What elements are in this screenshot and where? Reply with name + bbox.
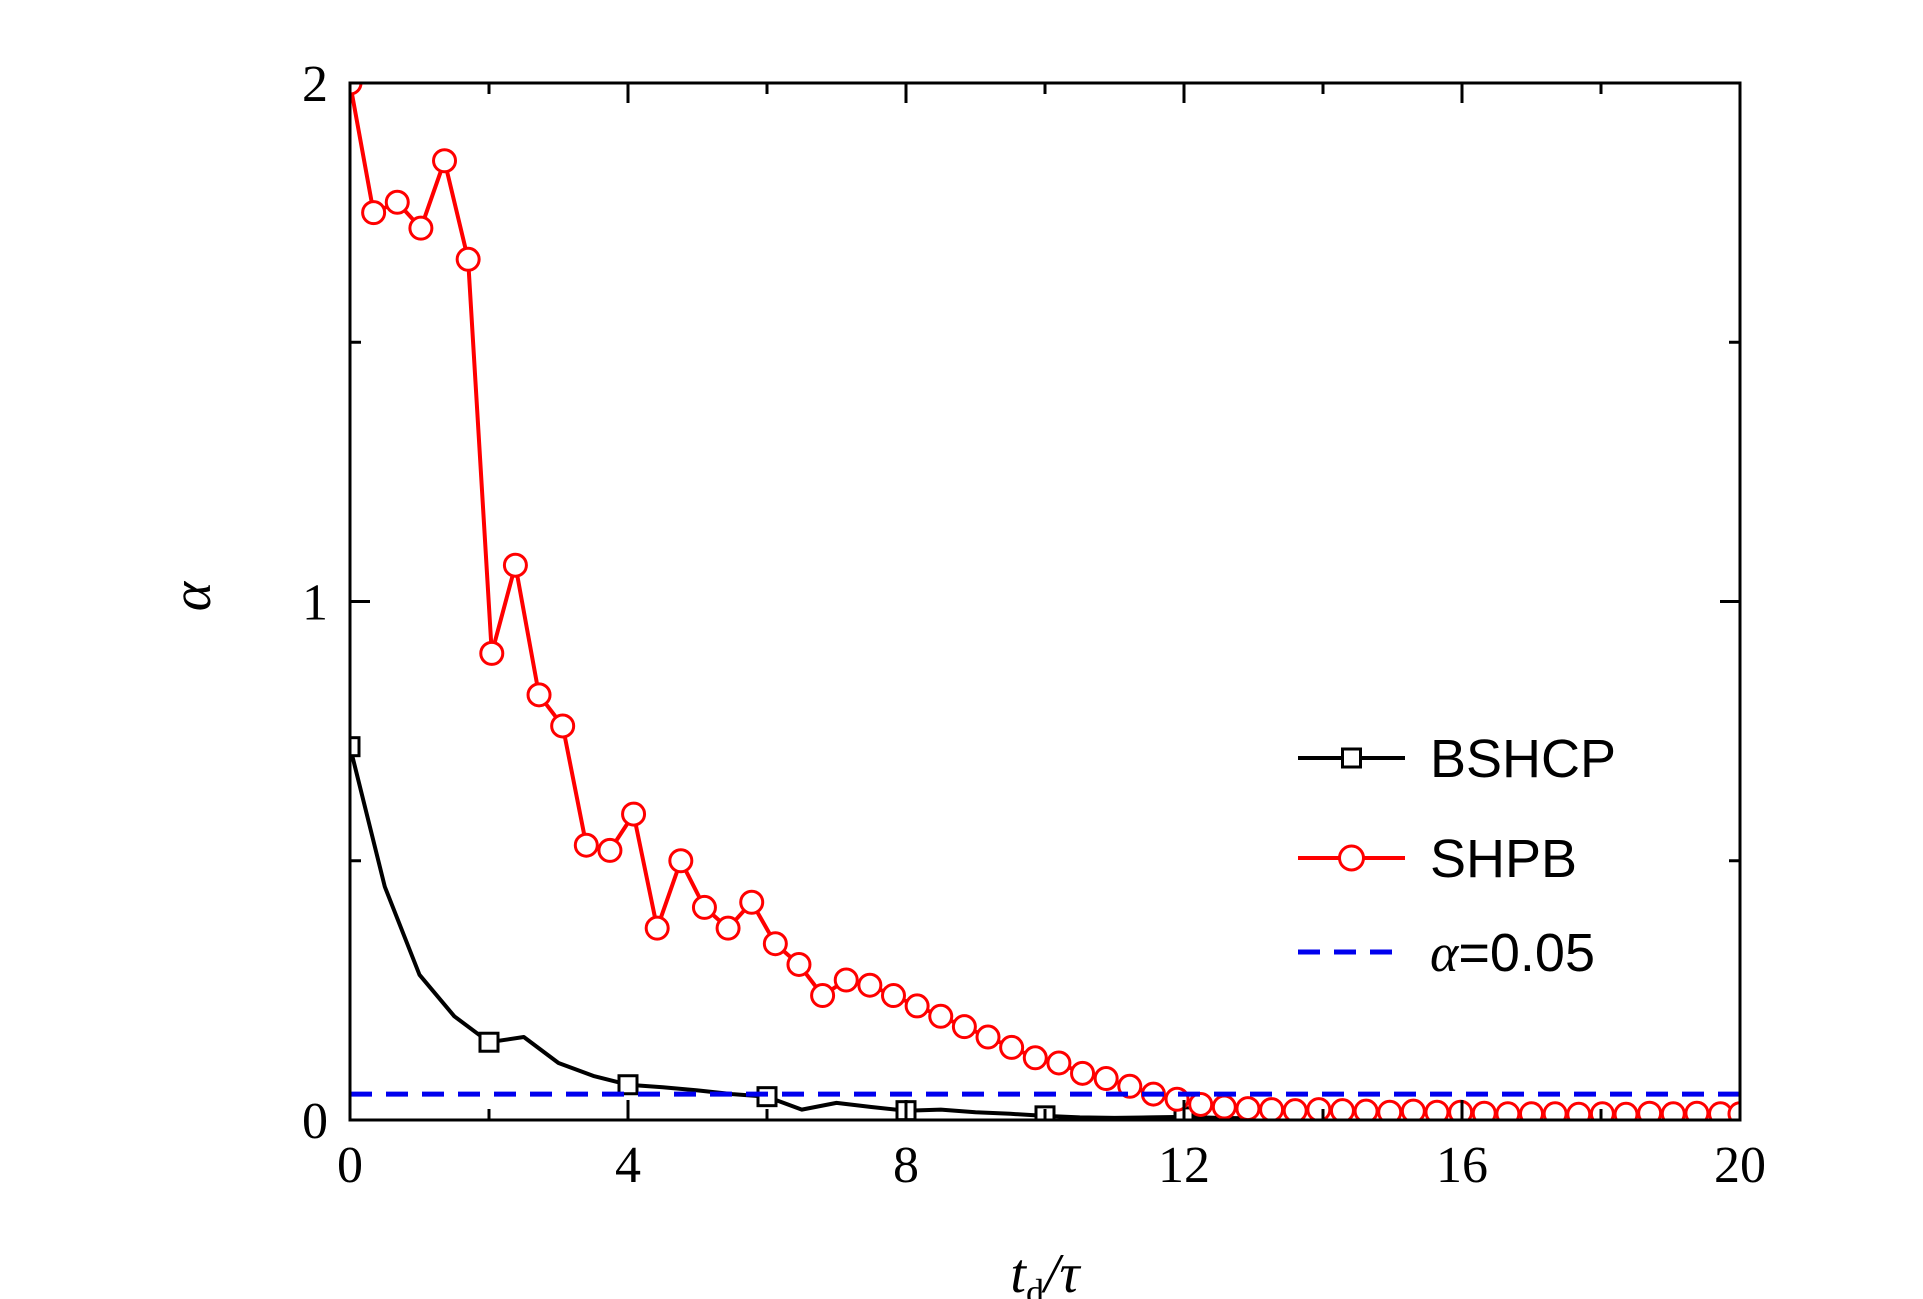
data-point-circle xyxy=(597,837,623,863)
legend-label: SHPB xyxy=(1430,829,1577,889)
legend-swatch-marker xyxy=(1341,747,1362,769)
data-point-circle xyxy=(999,1034,1025,1060)
data-point-circle xyxy=(455,246,481,272)
data-point-circle xyxy=(1566,1101,1592,1120)
x-axis-label-subscript: d xyxy=(1026,1272,1044,1299)
data-point-circle xyxy=(668,848,694,874)
data-point-circle xyxy=(904,993,930,1019)
data-point-circle xyxy=(1424,1099,1450,1120)
data-point-circle xyxy=(1684,1100,1710,1120)
legend-label: α=0.05 xyxy=(1430,923,1595,983)
series-line xyxy=(350,746,1254,1120)
data-point-circle xyxy=(1022,1045,1048,1071)
data-point-circle xyxy=(1306,1097,1332,1120)
y-axis-label: α xyxy=(161,580,223,611)
y-tick-label: 1 xyxy=(302,575,328,632)
data-point-circle xyxy=(691,894,717,920)
x-tick-label: 4 xyxy=(615,1137,641,1194)
data-point-circle xyxy=(833,967,859,993)
data-point-circle xyxy=(502,552,528,578)
data-point-circle xyxy=(1188,1091,1214,1117)
x-axis-label-main: t xyxy=(1010,1243,1027,1299)
data-point-circle xyxy=(479,640,505,666)
data-point-circle xyxy=(1046,1050,1072,1076)
data-point-circle xyxy=(350,83,363,96)
data-point-circle xyxy=(573,832,599,858)
series-bshcp xyxy=(350,736,1254,1120)
data-point-square xyxy=(617,1074,639,1096)
data-point-circle xyxy=(951,1014,977,1040)
data-point-circle xyxy=(384,189,410,215)
x-tick-label: 0 xyxy=(337,1137,363,1194)
data-point-circle xyxy=(1282,1098,1308,1120)
data-point-circle xyxy=(526,682,552,708)
data-point-circle xyxy=(762,931,788,957)
data-point-circle xyxy=(1727,1101,1740,1120)
legend-item: α=0.05 xyxy=(1298,923,1595,983)
legend-label-alpha: α xyxy=(1430,923,1460,983)
plot-content xyxy=(350,83,1740,1120)
legend-label: BSHCP xyxy=(1430,729,1616,789)
data-point-circle xyxy=(975,1024,1001,1050)
x-tick-label: 8 xyxy=(893,1137,919,1194)
data-point-circle xyxy=(1329,1098,1355,1120)
data-point-circle xyxy=(739,889,765,915)
axis-ticks xyxy=(348,81,1742,1122)
data-point-circle xyxy=(1613,1101,1639,1120)
legend: BSHCP SHPB α=0.05 xyxy=(1298,729,1616,983)
data-point-circle xyxy=(621,801,647,827)
data-point-circle xyxy=(715,915,741,941)
legend-item: SHPB xyxy=(1298,829,1577,889)
x-tick-label: 16 xyxy=(1436,1137,1488,1194)
data-point-circle xyxy=(1211,1094,1237,1120)
data-point-circle xyxy=(1259,1097,1285,1120)
x-axis-label: td/τ xyxy=(1010,1243,1081,1299)
legend-item: BSHCP xyxy=(1298,729,1616,789)
series-shpb xyxy=(350,83,1740,1120)
data-point-circle xyxy=(928,1003,954,1029)
data-point-circle xyxy=(1542,1101,1568,1120)
data-point-square xyxy=(756,1086,778,1108)
data-point-square xyxy=(478,1031,500,1053)
data-point-circle xyxy=(1637,1100,1663,1120)
data-point-circle xyxy=(361,200,387,226)
data-point-circle xyxy=(1471,1100,1497,1120)
x-tick-label: 20 xyxy=(1714,1137,1766,1194)
x-tick-label: 12 xyxy=(1158,1137,1210,1194)
data-point-circle xyxy=(1070,1060,1096,1086)
data-point-circle xyxy=(1660,1101,1686,1120)
data-point-circle xyxy=(1377,1099,1403,1120)
legend-label-rest: =0.05 xyxy=(1458,923,1595,983)
data-point-circle xyxy=(644,915,670,941)
data-point-square xyxy=(350,736,361,758)
legend-swatch-marker xyxy=(1338,844,1365,872)
data-point-circle xyxy=(1235,1096,1261,1120)
data-point-circle xyxy=(1353,1098,1379,1120)
y-tick-label: 2 xyxy=(302,56,328,113)
y-tick-label: 0 xyxy=(302,1093,328,1150)
data-point-circle xyxy=(1400,1098,1426,1120)
data-point-circle xyxy=(408,215,434,241)
data-point-circle xyxy=(857,972,883,998)
data-point-circle xyxy=(432,148,458,174)
data-point-circle xyxy=(1519,1101,1544,1120)
data-point-circle xyxy=(880,983,906,1009)
data-point-circle xyxy=(786,951,812,977)
data-point-circle xyxy=(1093,1066,1119,1092)
data-point-circle xyxy=(1495,1101,1521,1120)
data-point-circle xyxy=(810,983,836,1009)
data-point-circle xyxy=(550,713,576,739)
x-axis-label-suffix: /τ xyxy=(1041,1243,1082,1299)
